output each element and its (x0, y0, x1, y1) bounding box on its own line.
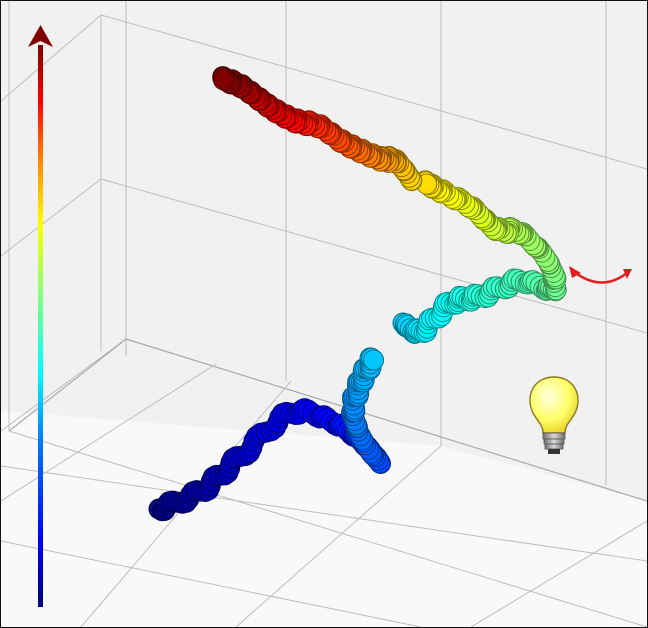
light-bulb-icon[interactable] (529, 376, 579, 454)
tube-segment (363, 349, 385, 371)
trajectory-tube (148, 66, 567, 522)
vertical-color-arrow-icon (28, 25, 53, 607)
tube-segment (213, 69, 235, 91)
rotate-arrow-icon[interactable] (569, 266, 632, 284)
